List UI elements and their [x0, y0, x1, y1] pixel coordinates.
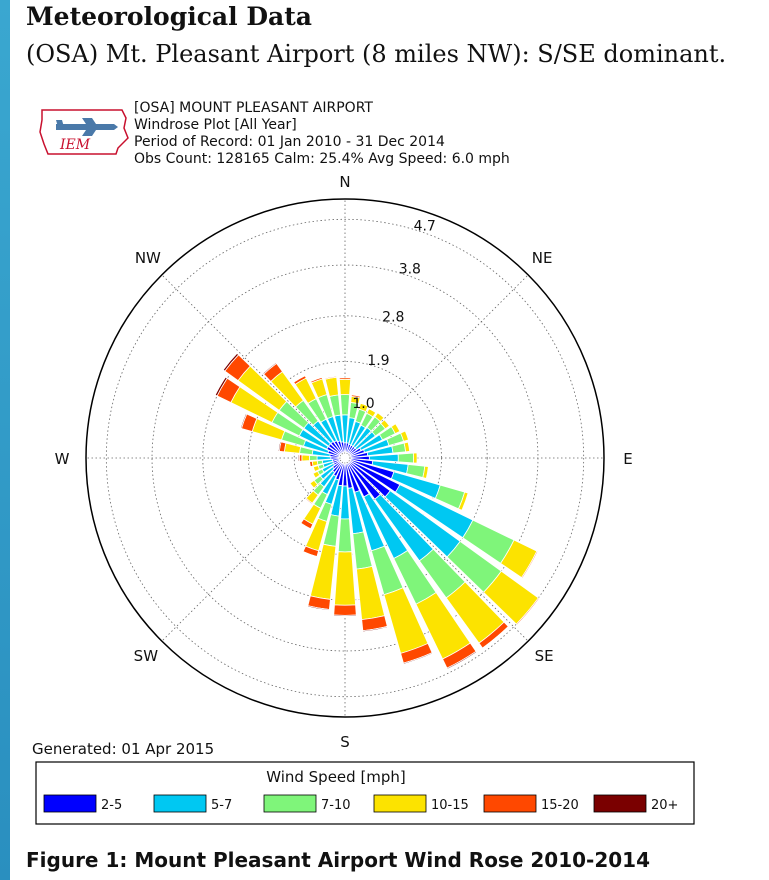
bar-dir-120-bin-4	[521, 550, 539, 579]
legend-swatch-3	[373, 794, 427, 813]
direction-label-sw: SW	[134, 647, 159, 665]
bar-dir-170-bin-5	[362, 625, 389, 633]
bar-dir-150-bin-5	[446, 650, 478, 670]
bar-dir-90-bin-3	[412, 452, 418, 464]
bar-dir-310-bin-5	[222, 352, 240, 372]
bar-dir-180-bin-3	[334, 551, 356, 606]
direction-label-e: E	[623, 450, 632, 468]
legend-frame	[35, 761, 695, 825]
legend-label-4: 15-20	[541, 798, 579, 813]
bar-dir-0-bin-2	[340, 394, 350, 416]
bar-dir-270-bin-5	[297, 454, 300, 462]
figure-caption: Figure 1: Mount Pleasant Airport Wind Ro…	[26, 848, 650, 872]
radial-tick-label-0: 1.0	[352, 396, 374, 412]
side-accent-strip	[0, 0, 10, 880]
outer-ring	[85, 198, 605, 718]
spoke-ne	[344, 274, 529, 459]
bar-dir-290-bin-5	[239, 413, 248, 429]
generated-date: Generated: 01 Apr 2015	[32, 740, 214, 758]
radial-tick-label-4: 4.7	[414, 218, 436, 234]
legend-swatch-2	[263, 794, 317, 813]
bar-dir-300-bin-5	[214, 376, 228, 397]
legend-label-2: 7-10	[321, 798, 351, 813]
bar-dir-200-bin-5	[302, 551, 318, 558]
spoke-nw	[161, 274, 346, 459]
header-line-station: [OSA] MOUNT PLEASANT AIRPORT	[134, 100, 373, 116]
legend-swatch-0	[43, 794, 97, 813]
bar-dir-100-bin-2	[406, 464, 426, 479]
bar-dir-190-bin-5	[307, 605, 330, 611]
bar-dir-160-bin-5	[402, 652, 434, 665]
legend-title: Wind Speed [mph]	[266, 768, 406, 786]
bar-dir-60-bin-3	[390, 423, 401, 435]
legend: Wind Speed [mph] 2-5 5-7 7-10 10-15 15-20 20+	[35, 761, 695, 825]
bar-dir-350-bin-3	[324, 376, 339, 397]
legend-swatch-5	[593, 794, 647, 813]
iem-logo-text: IEM	[59, 137, 91, 153]
airplane-icon	[56, 118, 118, 136]
legend-label-5: 20+	[651, 798, 678, 813]
direction-label-nw: NW	[135, 249, 161, 267]
radial-tick-label-3: 3.8	[399, 262, 421, 278]
bar-dir-0-bin-3	[338, 378, 352, 396]
bar-dir-140-bin-5	[482, 625, 510, 650]
bar-dir-70-bin-3	[400, 430, 409, 442]
radial-tick-label-1: 1.9	[367, 353, 389, 369]
bar-dir-130-bin-4	[515, 597, 540, 626]
section-subheading: (OSA) Mt. Pleasant Airport (8 miles NW):…	[26, 40, 727, 68]
legend-swatch-4	[483, 794, 537, 813]
bar-dir-330-bin-4	[293, 375, 307, 385]
direction-labels: N NE E SE S SW W NW	[55, 173, 633, 751]
bar-dir-220-bin-4	[304, 497, 313, 505]
bar-dir-280-bin-5	[277, 441, 282, 452]
legend-label-0: 2-5	[101, 798, 122, 813]
bar-dir-50-bin-3	[380, 419, 390, 430]
bar-dir-350-bin-4	[324, 375, 338, 380]
bar-dir-90-bin-2	[397, 452, 414, 464]
bar-dir-180-bin-2	[337, 518, 353, 553]
bar-dir-270-bin-3	[301, 454, 310, 462]
radial-grid-ring-2	[202, 315, 488, 601]
radial-grid-ring-4	[105, 218, 585, 698]
legend-label-3: 10-15	[431, 798, 469, 813]
bar-dir-180-bin-4	[333, 604, 357, 616]
header-line-stats: Obs Count: 128165 Calm: 25.4% Avg Speed:…	[134, 151, 510, 167]
plot-header: [OSA] MOUNT PLEASANT AIRPORT Windrose Pl…	[134, 100, 510, 167]
bar-dir-240-bin-3	[312, 470, 321, 479]
windrose-bars	[214, 352, 540, 670]
bar-dir-260-bin-4	[309, 460, 314, 468]
direction-label-w: W	[55, 450, 70, 468]
radial-tick-label-2: 2.8	[382, 310, 404, 326]
iem-logo: IEM	[39, 109, 129, 155]
bar-dir-40-bin-3	[374, 412, 385, 423]
legend-swatch-1	[153, 794, 207, 813]
radial-tick-labels: 1.0 1.9 2.8 3.8 4.7	[352, 218, 435, 412]
direction-label-se: SE	[535, 647, 554, 665]
calm-circle	[339, 452, 351, 464]
windrose-svg: IEM [OSA] MOUNT PLEASANT AIRPORT Windros…	[32, 100, 695, 825]
section-heading: Meteorological Data	[26, 2, 312, 31]
bar-dir-210-bin-5	[300, 522, 312, 530]
windrose-figure: IEM [OSA] MOUNT PLEASANT AIRPORT Windros…	[22, 82, 751, 842]
bar-dir-30-bin-4	[368, 407, 377, 414]
bar-dir-100-bin-3	[422, 465, 429, 479]
direction-label-s: S	[340, 733, 350, 751]
bar-dir-80-bin-3	[403, 441, 411, 453]
bar-dir-10-bin-4	[350, 394, 361, 399]
bar-dir-340-bin-4	[310, 376, 323, 384]
legend-items: 2-5 5-7 7-10 10-15 15-20 20+	[43, 794, 678, 813]
direction-label-n: N	[339, 173, 350, 191]
bar-dir-20-bin-4	[360, 402, 369, 407]
bar-dir-270-bin-2	[309, 455, 318, 461]
bar-dir-180-bin-5	[333, 614, 357, 617]
bar-dir-230-bin-3	[309, 479, 319, 489]
bar-dir-110-bin-3	[458, 491, 469, 511]
header-line-period: Period of Record: 01 Jan 2010 - 31 Dec 2…	[134, 134, 445, 150]
bar-dir-0-bin-4	[338, 377, 352, 380]
legend-label-1: 5-7	[211, 798, 232, 813]
direction-label-ne: NE	[532, 249, 553, 267]
header-line-plot-type: Windrose Plot [All Year]	[134, 117, 297, 133]
bar-dir-250-bin-4	[312, 466, 316, 473]
bar-dir-320-bin-5	[262, 362, 278, 375]
